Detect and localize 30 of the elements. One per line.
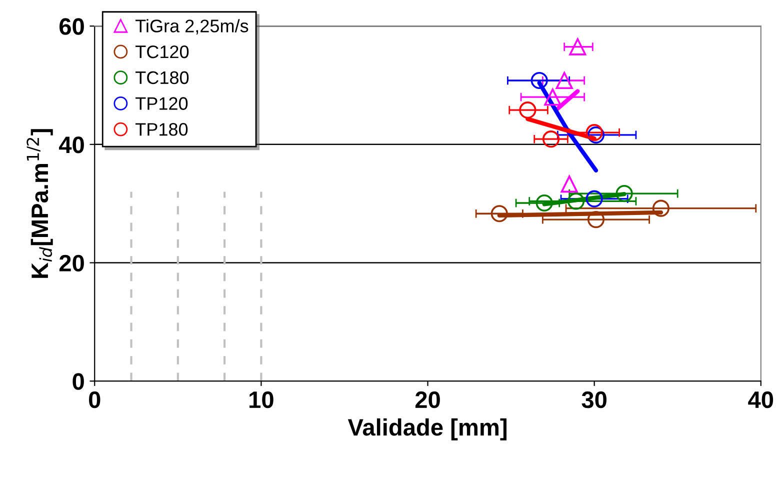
point — [530, 72, 548, 90]
y-tick-label: 60 — [60, 18, 84, 35]
y-tick-label: 40 — [59, 136, 84, 154]
x-tick-label: 30 — [582, 391, 606, 408]
point — [536, 194, 553, 212]
legend-label: TC180 — [136, 71, 189, 84]
point — [519, 102, 536, 119]
legend-label: TP120 — [136, 97, 188, 110]
point — [569, 38, 586, 56]
point — [560, 176, 578, 193]
point — [652, 200, 670, 217]
y-axis-title: K$_{id}$[MPa.m$^{1/2}$] — [26, 129, 53, 278]
y-tick-label: 20 — [59, 254, 84, 272]
legend-label: TP180 — [136, 123, 188, 136]
point — [544, 88, 562, 106]
y-tick-label: 0 — [72, 373, 84, 390]
x-tick-label: 0 — [88, 391, 100, 408]
x-tick-label: 10 — [250, 391, 274, 408]
x-tick-label: 40 — [748, 391, 774, 408]
point — [616, 184, 633, 202]
point — [556, 72, 573, 90]
point — [542, 130, 560, 148]
x-tick-label: 20 — [415, 391, 440, 408]
point — [567, 192, 585, 210]
x-axis-title: Validade [mm] — [348, 418, 506, 440]
point — [587, 211, 605, 228]
legend-label: TC120 — [136, 45, 189, 58]
legend-label: TiGra 2,25m/s — [136, 19, 248, 34]
point — [586, 190, 603, 208]
point — [490, 205, 508, 222]
